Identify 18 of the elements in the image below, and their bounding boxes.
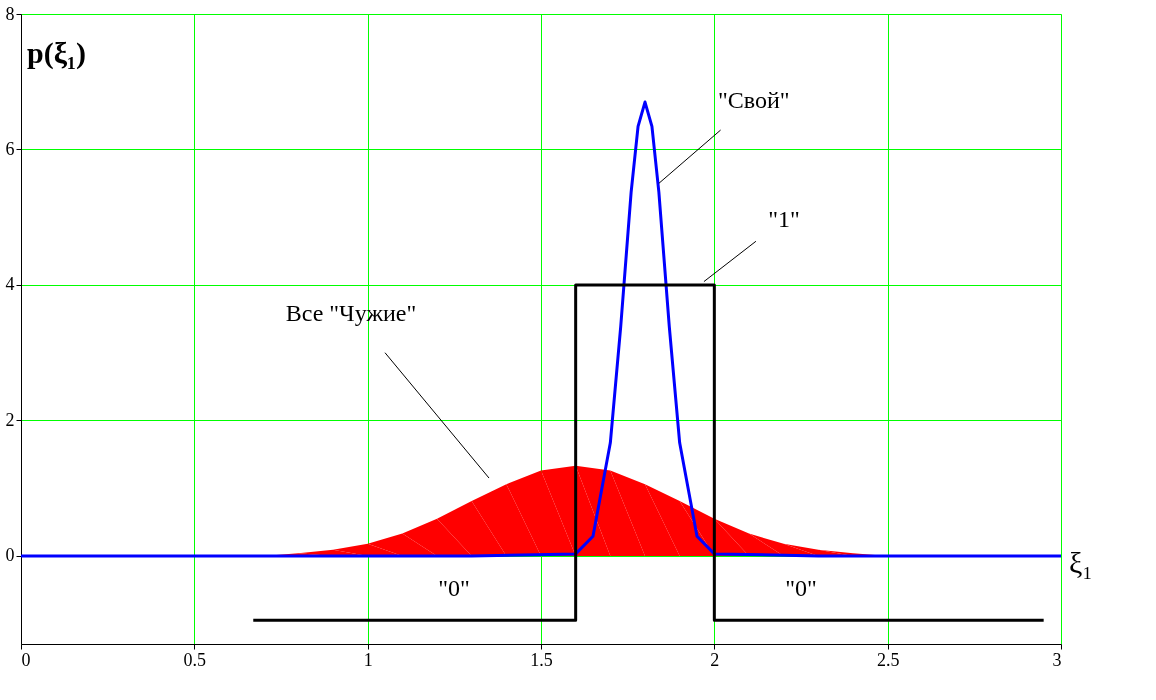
- annotation: "0": [438, 575, 470, 601]
- x-tick-label: 2: [710, 649, 720, 670]
- x-tick-label: 1: [363, 649, 373, 670]
- annotation: "Свой": [718, 87, 790, 114]
- y-tick-label: 8: [5, 3, 15, 24]
- y-tick-label: 2: [5, 409, 15, 430]
- annotation: "1": [768, 205, 800, 232]
- y-tick-label: 6: [5, 138, 15, 159]
- x-tick-label: 3: [1052, 649, 1062, 670]
- annotation: "0": [785, 575, 817, 601]
- x-tick-label: 1.5: [530, 649, 553, 670]
- y-tick-label: 0: [5, 545, 15, 566]
- x-tick-label: 0: [21, 649, 31, 670]
- y-axis-title: p(ξ₁): [27, 36, 87, 70]
- x-axis-title: ξ₁: [1069, 545, 1093, 579]
- x-tick-label: 0.5: [183, 649, 207, 670]
- x-tick-label: 2.5: [876, 649, 900, 670]
- y-tick-label: 4: [5, 274, 15, 295]
